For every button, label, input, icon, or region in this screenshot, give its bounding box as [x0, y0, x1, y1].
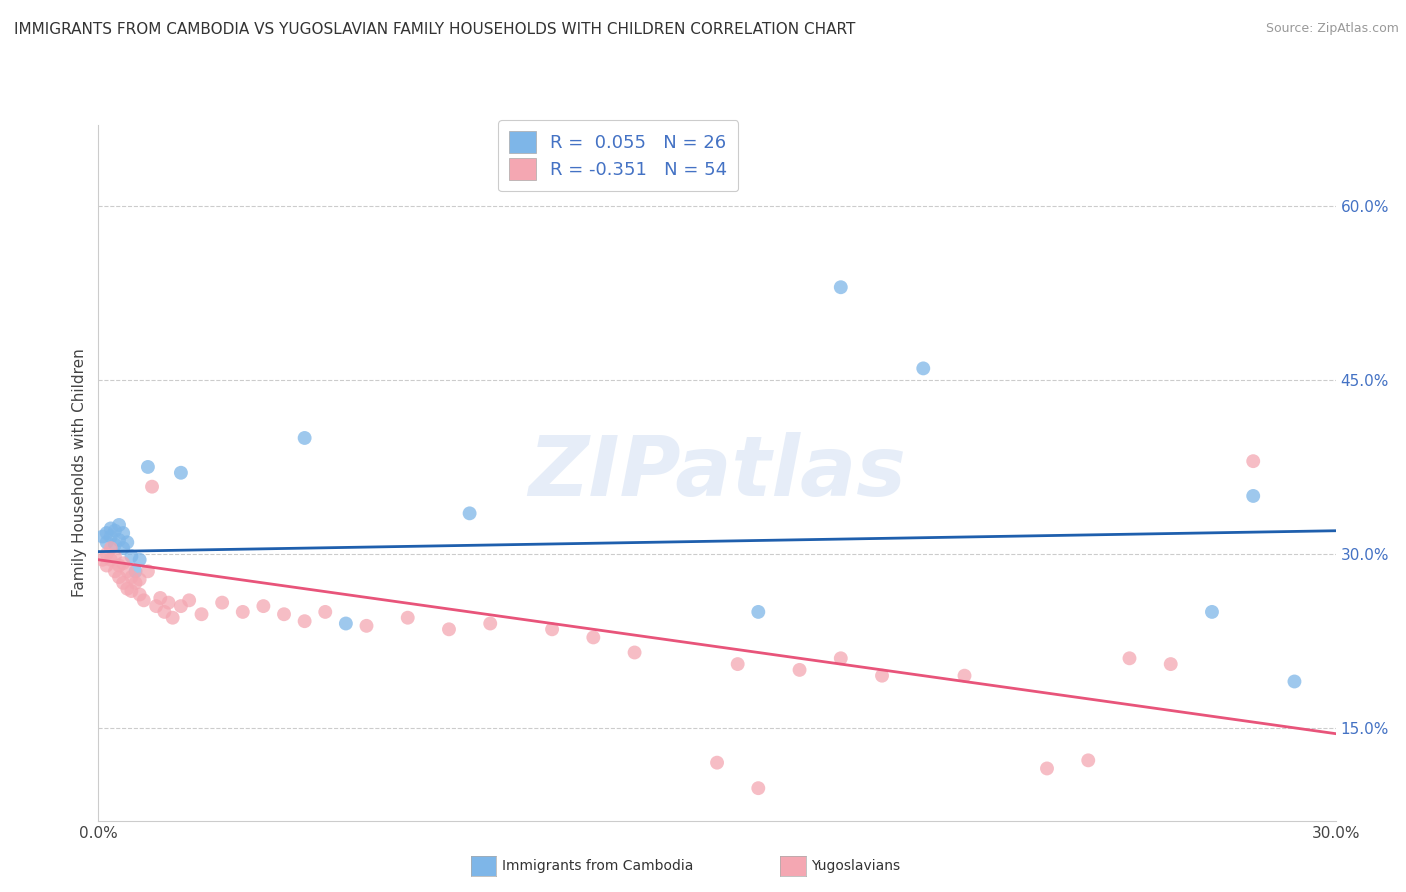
Point: [120, 549, 142, 564]
Point: [136, 565, 159, 579]
Point: [96, 535, 118, 549]
Point: [335, 616, 357, 631]
Point: [153, 605, 176, 619]
Point: [1160, 657, 1182, 672]
Point: [273, 607, 295, 622]
Point: [112, 556, 135, 570]
Text: ZIPatlas: ZIPatlas: [529, 433, 905, 513]
Point: [1201, 605, 1223, 619]
Point: [112, 576, 135, 591]
Point: [252, 599, 274, 614]
Point: [706, 756, 728, 770]
Point: [120, 570, 142, 584]
Point: [190, 607, 212, 622]
Point: [1077, 753, 1099, 767]
Text: Source: ZipAtlas.com: Source: ZipAtlas.com: [1265, 22, 1399, 36]
Point: [162, 611, 184, 625]
Point: [912, 361, 935, 376]
Point: [623, 646, 645, 660]
Point: [91, 553, 114, 567]
Point: [108, 533, 131, 547]
Point: [136, 460, 159, 475]
Point: [232, 605, 254, 619]
Point: [117, 535, 139, 549]
Point: [96, 547, 118, 561]
Point: [179, 593, 201, 607]
Point: [124, 565, 146, 579]
Point: [157, 596, 180, 610]
Point: [582, 631, 605, 645]
Point: [458, 507, 481, 521]
Text: Yugoslavians: Yugoslavians: [811, 859, 900, 873]
Point: [356, 619, 378, 633]
Point: [727, 657, 749, 672]
Point: [145, 599, 167, 614]
Text: Immigrants from Cambodia: Immigrants from Cambodia: [502, 859, 693, 873]
Point: [789, 663, 811, 677]
Point: [953, 669, 976, 683]
Point: [128, 553, 150, 567]
Point: [149, 591, 172, 605]
Legend: R =  0.055   N = 26, R = -0.351   N = 54: R = 0.055 N = 26, R = -0.351 N = 54: [498, 120, 738, 191]
Point: [1241, 454, 1264, 468]
Point: [112, 526, 135, 541]
Point: [132, 593, 155, 607]
Point: [96, 558, 118, 573]
Point: [541, 623, 564, 637]
Point: [100, 553, 122, 567]
Point: [112, 541, 135, 555]
Point: [100, 521, 122, 535]
Point: [128, 573, 150, 587]
Point: [437, 623, 460, 637]
Point: [108, 517, 131, 532]
Point: [104, 549, 127, 564]
Point: [141, 480, 163, 494]
Point: [100, 541, 122, 555]
Point: [128, 588, 150, 602]
Point: [1241, 489, 1264, 503]
Point: [96, 526, 118, 541]
Point: [830, 280, 852, 294]
Point: [396, 611, 419, 625]
Point: [108, 570, 131, 584]
Y-axis label: Family Households with Children: Family Households with Children: [72, 349, 87, 597]
Point: [294, 431, 316, 445]
Point: [120, 584, 142, 599]
Point: [104, 565, 127, 579]
Point: [117, 582, 139, 596]
Point: [747, 781, 769, 796]
Point: [211, 596, 233, 610]
Point: [91, 530, 114, 544]
Point: [108, 558, 131, 573]
Point: [830, 651, 852, 665]
Point: [1118, 651, 1140, 665]
Point: [294, 614, 316, 628]
Point: [1036, 762, 1059, 776]
Point: [479, 616, 502, 631]
Point: [1284, 674, 1306, 689]
Text: IMMIGRANTS FROM CAMBODIA VS YUGOSLAVIAN FAMILY HOUSEHOLDS WITH CHILDREN CORRELAT: IMMIGRANTS FROM CAMBODIA VS YUGOSLAVIAN …: [14, 22, 855, 37]
Point: [170, 466, 193, 480]
Point: [104, 524, 127, 538]
Point: [170, 599, 193, 614]
Point: [104, 538, 127, 552]
Point: [747, 605, 769, 619]
Point: [124, 576, 146, 591]
Point: [117, 565, 139, 579]
Point: [870, 669, 893, 683]
Point: [314, 605, 336, 619]
Point: [100, 530, 122, 544]
